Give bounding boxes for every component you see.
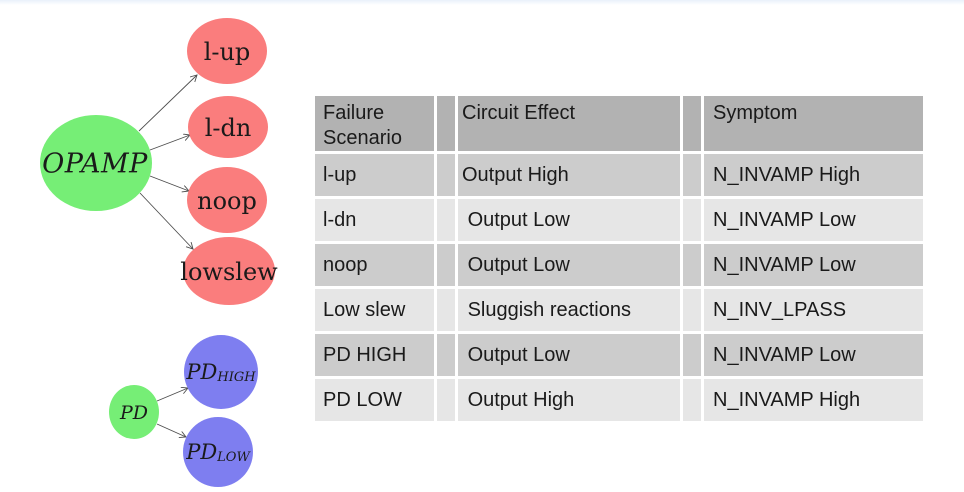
failure-scenario-table: Failure Scenario Circuit Effect Symptom … xyxy=(315,96,923,421)
table-cell-symptom: N_INVAMP Low xyxy=(704,334,923,376)
table-cell-scenario: l-up xyxy=(315,154,434,196)
node-ldn-label: l-dn xyxy=(205,114,252,142)
table-cell-effect: Output Low xyxy=(458,244,680,286)
table-cell-spacer xyxy=(683,334,701,376)
node-noop-label: noop xyxy=(197,187,257,215)
node-pd-label: PD xyxy=(119,402,148,424)
table-cell-spacer xyxy=(437,244,455,286)
table-cell-scenario: PD LOW xyxy=(315,379,434,421)
table-cell-spacer xyxy=(437,379,455,421)
arrow-opamp-to-ldn xyxy=(149,135,190,151)
node-ldn-ellipse xyxy=(188,96,268,158)
node-lup-label: l-up xyxy=(204,38,251,66)
node-lowslew-ellipse xyxy=(183,237,275,305)
table-cell-spacer xyxy=(683,379,701,421)
table-cell-scenario: l-dn xyxy=(315,199,434,241)
arrow-pd-to-pdlow xyxy=(156,423,186,437)
top-edge-gradient xyxy=(0,0,964,5)
table-header-symptom: Symptom xyxy=(704,96,923,151)
table-cell-symptom: N_INVAMP Low xyxy=(704,244,923,286)
table-cell-symptom: N_INVAMP Low xyxy=(704,199,923,241)
table-header-spacer xyxy=(683,96,701,151)
table-cell-spacer xyxy=(437,199,455,241)
opamp-tree-arrows xyxy=(138,75,197,249)
node-pd-ellipse xyxy=(109,385,159,439)
node-pdhigh-circle xyxy=(184,335,258,409)
node-opamp-label: OPAMP xyxy=(42,149,148,180)
arrow-opamp-to-noop xyxy=(149,175,189,191)
table-cell-effect: Sluggish reactions xyxy=(458,289,680,331)
pd-tree-arrows xyxy=(156,388,188,437)
table-header-failure-scenario: Failure Scenario xyxy=(315,96,434,151)
table-cell-spacer xyxy=(437,289,455,331)
table-header-circuit-effect: Circuit Effect xyxy=(458,96,680,151)
table-cell-spacer xyxy=(683,199,701,241)
table-cell-scenario: PD HIGH xyxy=(315,334,434,376)
node-noop-ellipse xyxy=(187,167,267,233)
table-cell-effect: Output Low xyxy=(458,334,680,376)
node-lowslew-label: lowslew xyxy=(180,258,278,286)
arrow-pd-to-pdhigh xyxy=(156,388,188,402)
table-cell-scenario: noop xyxy=(315,244,434,286)
table-cell-symptom: N_INVAMP High xyxy=(704,379,923,421)
node-pdlow-label: PDLOW xyxy=(185,440,251,465)
arrow-opamp-to-lup xyxy=(138,75,197,132)
arrow-opamp-to-lowslew xyxy=(139,192,193,249)
table-cell-symptom: N_INVAMP High xyxy=(704,154,923,196)
node-opamp-ellipse xyxy=(40,115,152,211)
table-cell-effect: Output High xyxy=(458,379,680,421)
table-cell-scenario: Low slew xyxy=(315,289,434,331)
table-cell-symptom: N_INV_LPASS xyxy=(704,289,923,331)
node-pdlow-circle xyxy=(183,417,253,487)
table-cell-spacer xyxy=(437,334,455,376)
table-cell-spacer xyxy=(683,244,701,286)
table-cell-effect: Output Low xyxy=(458,199,680,241)
table-cell-spacer xyxy=(683,289,701,331)
table-cell-spacer xyxy=(683,154,701,196)
node-pdhigh-label: PDHIGH xyxy=(185,360,256,385)
fault-tree-diagram: OPAMP l-up l-dn noop lowslew PD PDHIGH P… xyxy=(40,18,278,487)
table-cell-spacer xyxy=(437,154,455,196)
table-cell-effect: Output High xyxy=(458,154,680,196)
node-lup-ellipse xyxy=(187,18,267,84)
table-header-spacer xyxy=(437,96,455,151)
